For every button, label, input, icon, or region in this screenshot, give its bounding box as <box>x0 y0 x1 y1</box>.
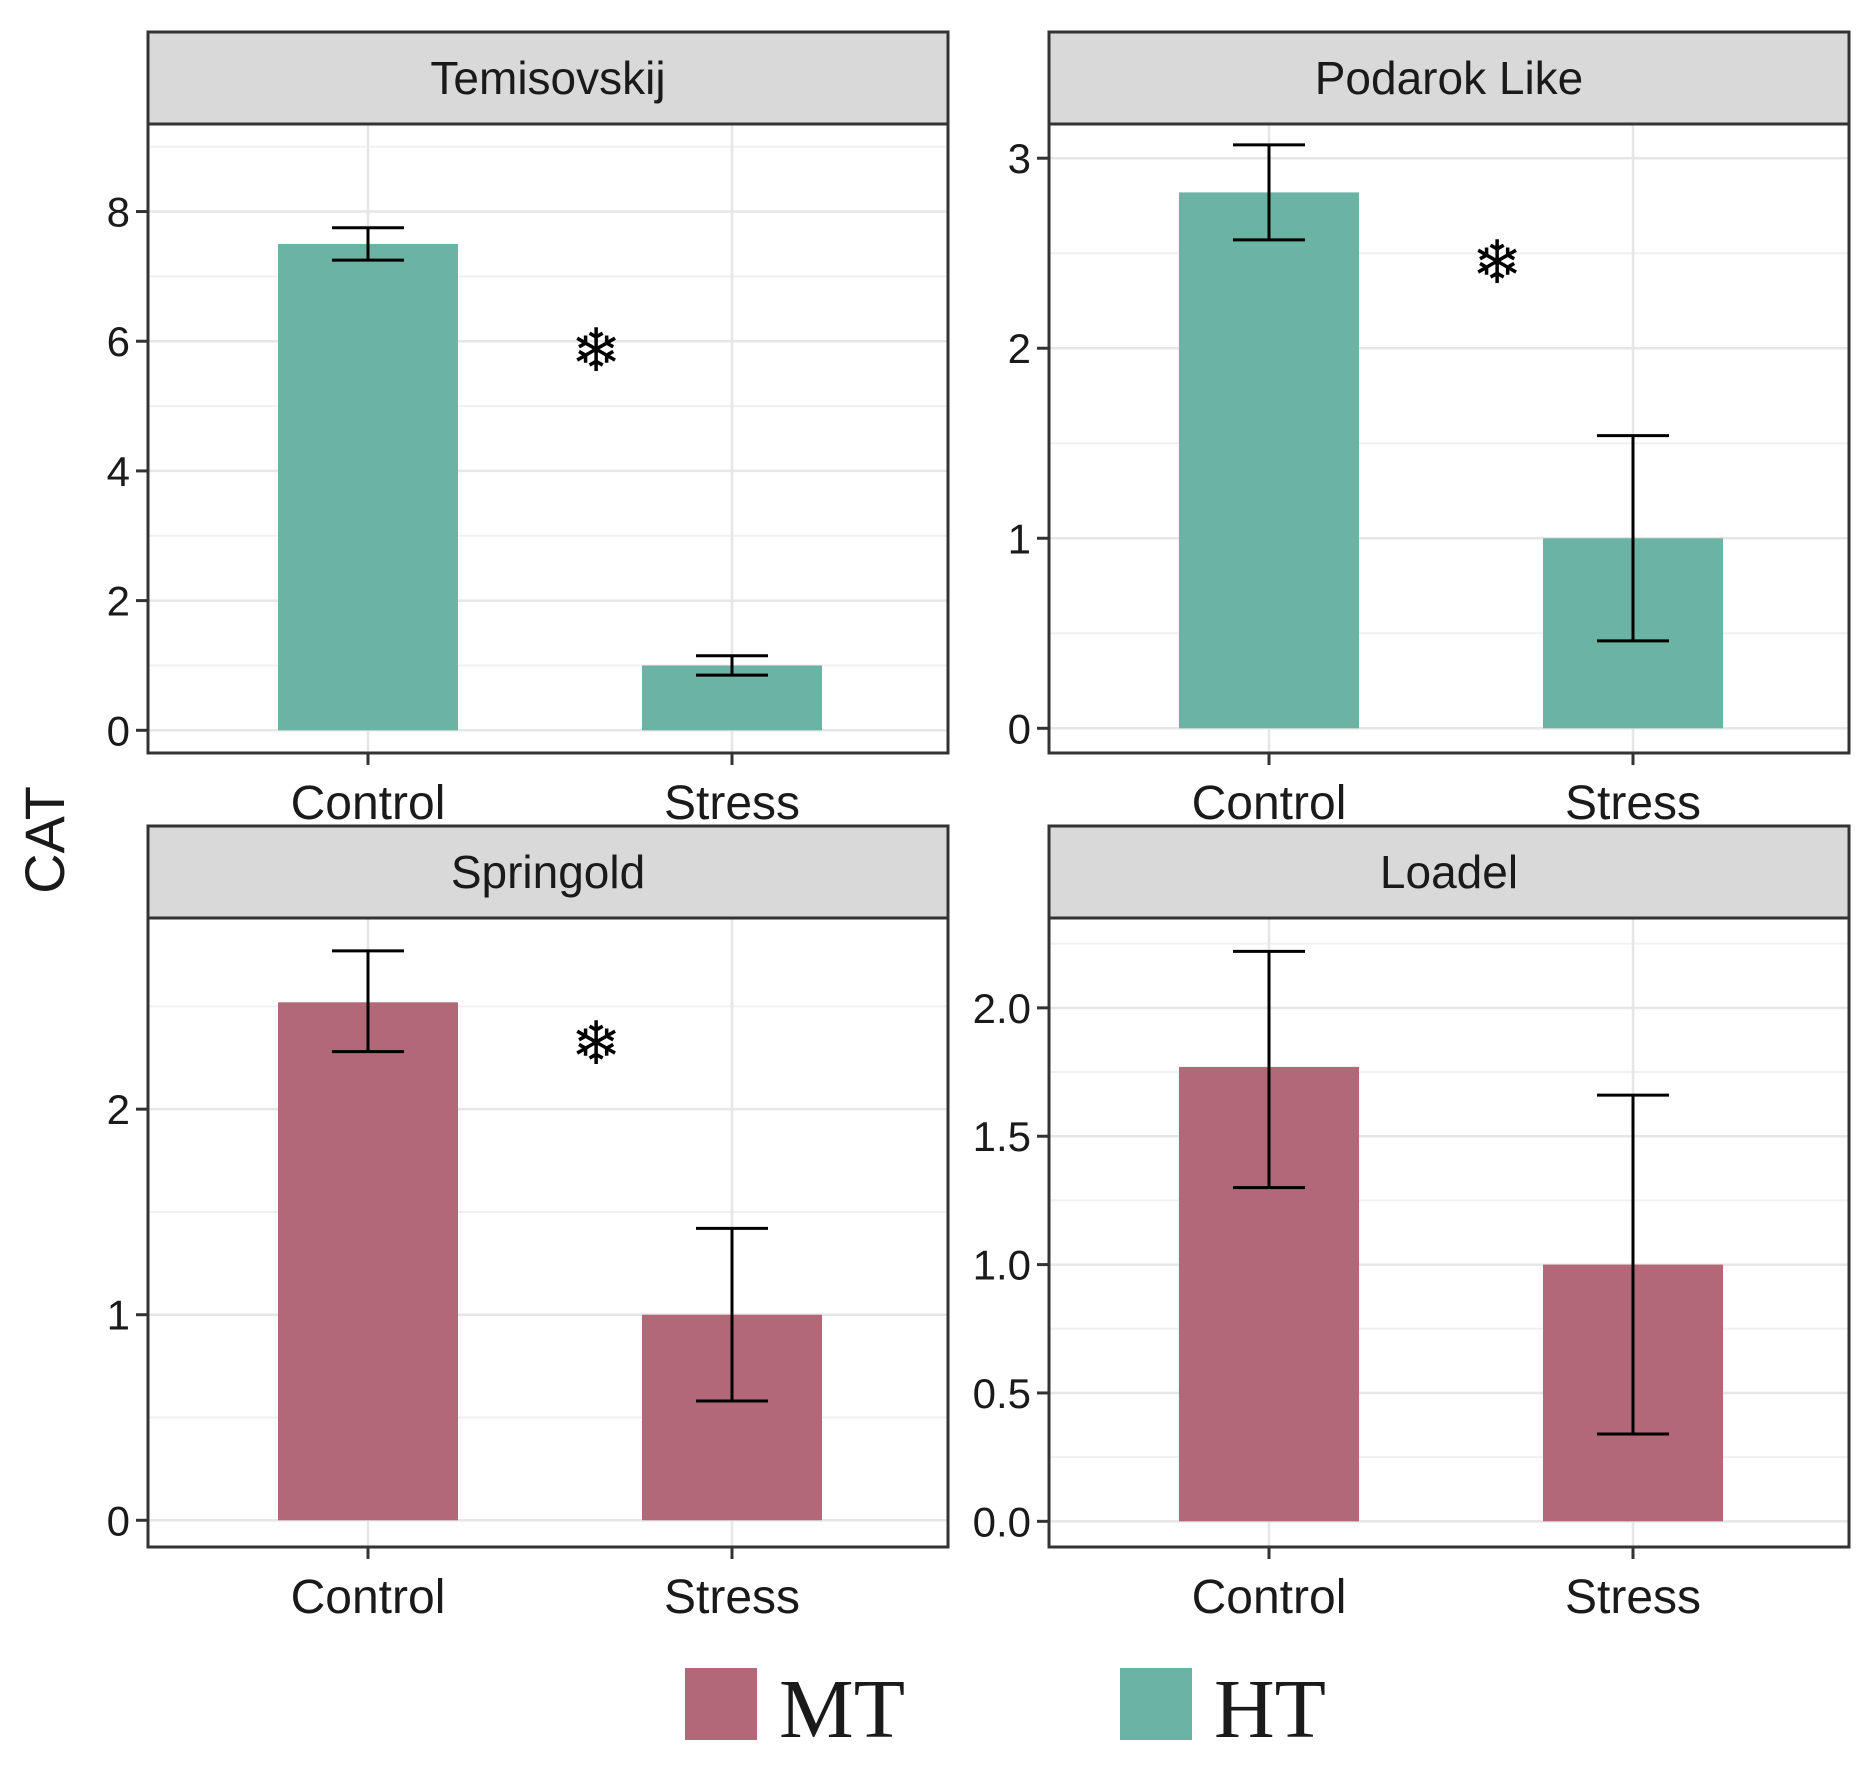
strip <box>1047 824 1851 920</box>
strip-title: Podarok Like <box>1315 52 1584 104</box>
plot-background <box>148 918 948 1547</box>
error-bar-control <box>332 949 404 1054</box>
y-axis-label: CAT <box>13 786 76 894</box>
bar-control <box>278 243 458 731</box>
strip-title: Loadel <box>1380 846 1518 898</box>
y-tick-label: 2 <box>107 1086 130 1133</box>
error-bar-control <box>332 226 404 262</box>
x-tick-label: Control <box>291 777 446 830</box>
y-tick-label: 6 <box>107 318 130 365</box>
panels: ❄ Temisovskij 0 2 4 6 8 Control Stress ❄ Podarok L… <box>107 30 1851 1624</box>
y-tick-label: 4 <box>107 448 130 495</box>
y-tick-label: 1 <box>1008 515 1031 562</box>
panel-springold: ❄ Springold 0 1 2 Control Stress <box>107 824 950 1624</box>
significance-marker: ❄ <box>1472 228 1522 298</box>
strip <box>146 30 950 126</box>
bar-control <box>1179 192 1359 729</box>
y-tick-label: 0 <box>107 707 130 754</box>
bar-control <box>278 1002 458 1521</box>
legend-swatch-ht <box>1120 1668 1192 1740</box>
error-bar-stress <box>696 654 768 677</box>
strip <box>1047 30 1851 126</box>
error-bar-stress <box>1597 1093 1669 1436</box>
error-bar-control <box>1233 949 1305 1190</box>
panel-loadel: Loadel 0.0 0.5 1.0 1.5 2.0 Control Stress <box>973 824 1851 1624</box>
y-tick-label: 1.0 <box>973 1242 1031 1289</box>
y-tick-label: 8 <box>107 189 130 236</box>
x-tick-label: Stress <box>664 1571 800 1624</box>
y-tick-label: 1 <box>107 1292 130 1339</box>
plot-background <box>1049 124 1849 753</box>
x-tick-label: Stress <box>1565 1571 1701 1624</box>
y-tick-label: 0.0 <box>973 1498 1031 1545</box>
plot-background <box>1049 918 1849 1547</box>
legend-swatch-mt <box>685 1668 757 1740</box>
y-tick-label: 2 <box>107 578 130 625</box>
strip <box>146 824 950 920</box>
significance-marker: ❄ <box>571 316 621 386</box>
legend: MT HT <box>685 1663 1326 1756</box>
panel-temisovskij: ❄ Temisovskij 0 2 4 6 8 Control Stress <box>107 30 950 830</box>
strip-title: Springold <box>451 846 645 898</box>
strip-title: Temisovskij <box>430 52 665 104</box>
plot-background <box>148 124 948 753</box>
y-tick-label: 0 <box>1008 705 1031 752</box>
x-tick-label: Control <box>291 1571 446 1624</box>
y-tick-label: 0 <box>107 1497 130 1544</box>
y-tick-label: 1.5 <box>973 1113 1031 1160</box>
error-bar-stress <box>696 1226 768 1403</box>
x-tick-label: Stress <box>1565 777 1701 830</box>
error-bar-stress <box>1597 434 1669 643</box>
x-tick-label: Control <box>1192 1571 1347 1624</box>
error-bar-control <box>1233 143 1305 242</box>
significance-marker: ❄ <box>571 1009 621 1079</box>
legend-label-ht: HT <box>1214 1663 1326 1756</box>
x-tick-label: Control <box>1192 777 1347 830</box>
y-tick-label: 2.0 <box>973 985 1031 1032</box>
y-tick-label: 0.5 <box>973 1370 1031 1417</box>
panel-podarok-like: ❄ Podarok Like 0 1 2 3 Control Stress <box>1008 30 1851 830</box>
legend-label-mt: MT <box>779 1663 905 1756</box>
y-tick-label: 3 <box>1008 135 1031 182</box>
y-tick-label: 2 <box>1008 325 1031 372</box>
x-tick-label: Stress <box>664 777 800 830</box>
